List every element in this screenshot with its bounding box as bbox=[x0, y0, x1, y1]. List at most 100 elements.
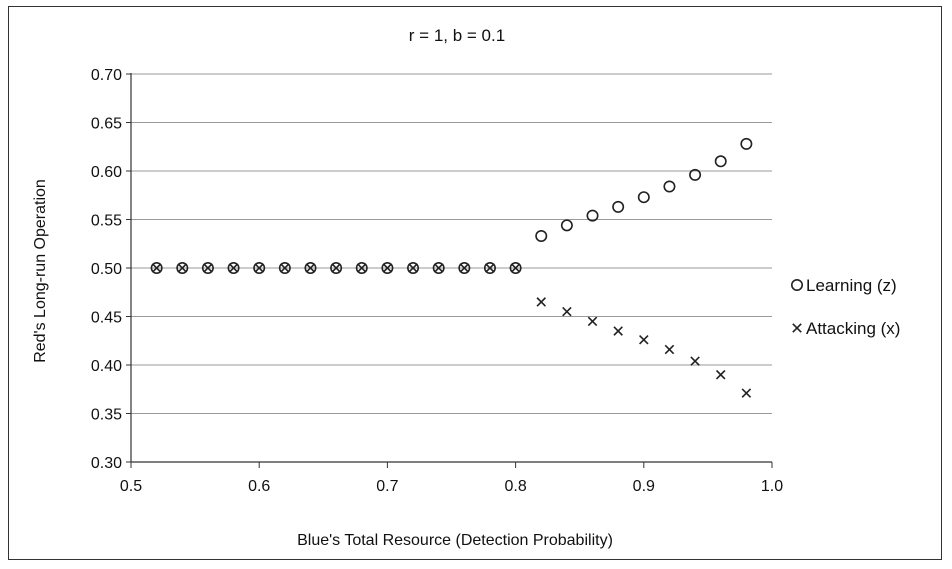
learning-point bbox=[483, 261, 496, 274]
x-tick-label: 0.9 bbox=[633, 478, 655, 495]
learning-point bbox=[458, 261, 471, 274]
x-axis-label: Blue's Total Resource (Detection Probabi… bbox=[297, 532, 613, 549]
learning-point bbox=[714, 155, 727, 168]
x-marker-stroke bbox=[151, 263, 162, 273]
learning-point bbox=[176, 261, 189, 274]
y-tick-labels: 0.30 0.35 0.40 0.45 0.50 0.55 0.60 0.65 0.70 bbox=[91, 67, 122, 472]
x-marker-stroke bbox=[690, 356, 700, 366]
x-marker-stroke bbox=[510, 263, 521, 273]
learning-point bbox=[278, 261, 291, 274]
x-marker-stroke bbox=[433, 263, 444, 273]
learning-point bbox=[150, 261, 163, 274]
x-marker-stroke bbox=[203, 263, 213, 273]
legend-label: Learning (z) bbox=[806, 276, 897, 295]
learning-point bbox=[535, 229, 548, 242]
legend-item: Attacking (x) bbox=[792, 319, 900, 338]
learning-point bbox=[355, 261, 368, 274]
gridlines bbox=[131, 73, 772, 414]
attacking-point bbox=[536, 297, 547, 307]
attacking-point bbox=[690, 356, 700, 366]
learning-point bbox=[740, 137, 753, 150]
learning-point bbox=[689, 168, 702, 181]
attacking-point bbox=[151, 263, 162, 273]
attacking-point bbox=[331, 263, 341, 273]
x-marker-stroke bbox=[382, 263, 393, 273]
learning-point bbox=[330, 261, 343, 274]
x-marker-stroke bbox=[639, 335, 649, 345]
x-marker-stroke bbox=[587, 316, 598, 327]
legend: Learning (z) Attacking (x) bbox=[790, 276, 900, 338]
x-marker-stroke bbox=[715, 369, 726, 380]
x-marker-stroke bbox=[562, 306, 572, 317]
x-marker-stroke bbox=[741, 388, 752, 398]
x-marker-stroke bbox=[485, 263, 495, 273]
attacking-point bbox=[485, 263, 495, 273]
attacking-point bbox=[408, 263, 418, 273]
x-marker-stroke bbox=[305, 263, 316, 273]
x-marker-stroke bbox=[536, 297, 547, 307]
x-tick-label: 0.5 bbox=[120, 478, 142, 495]
y-axis-label: Red's Long-run Operation bbox=[32, 179, 49, 363]
y-tick-label: 0.65 bbox=[91, 116, 122, 133]
x-marker-stroke bbox=[228, 263, 239, 273]
y-tick-label: 0.30 bbox=[91, 455, 122, 472]
attacking-point bbox=[177, 263, 188, 273]
chart-title: r = 1, b = 0.1 bbox=[409, 26, 505, 45]
y-tick-label: 0.70 bbox=[91, 67, 122, 84]
learning-point bbox=[509, 261, 522, 274]
learning-point bbox=[586, 209, 599, 222]
attacking-point bbox=[715, 369, 726, 380]
learning-point bbox=[612, 200, 625, 213]
learning-point bbox=[201, 261, 214, 274]
attacking-point bbox=[433, 263, 444, 273]
attacking-point bbox=[356, 263, 367, 273]
learning-point bbox=[407, 261, 420, 274]
learning-point bbox=[253, 261, 266, 274]
x-marker-stroke bbox=[177, 263, 188, 273]
x-marker-stroke bbox=[613, 326, 623, 336]
attacking-point bbox=[741, 388, 752, 398]
learning-point bbox=[663, 180, 676, 193]
attacking-point bbox=[587, 316, 598, 327]
attacking-point bbox=[664, 344, 675, 355]
legend-label: Attacking (x) bbox=[806, 319, 900, 338]
x-marker-stroke bbox=[280, 263, 290, 273]
attacking-point bbox=[228, 263, 239, 273]
learning-point bbox=[637, 191, 650, 204]
x-marker-stroke bbox=[792, 323, 802, 333]
attacking-point bbox=[382, 263, 393, 273]
x-marker-stroke bbox=[331, 263, 341, 273]
attacking-point bbox=[459, 263, 470, 273]
attacking-point bbox=[254, 263, 264, 273]
x-marker-stroke bbox=[254, 263, 264, 273]
learning-point bbox=[304, 261, 317, 274]
x-tick-label: 0.8 bbox=[504, 478, 526, 495]
x-tick-label: 0.6 bbox=[248, 478, 270, 495]
x-tick-labels: 0.5 0.6 0.7 0.8 0.9 1.0 bbox=[120, 478, 783, 495]
chart-frame bbox=[8, 6, 942, 560]
y-tick-label: 0.55 bbox=[91, 213, 122, 230]
learning-point bbox=[227, 261, 240, 274]
y-tick-label: 0.60 bbox=[91, 164, 122, 181]
y-tick-label: 0.50 bbox=[91, 261, 122, 278]
attacking-point bbox=[280, 263, 290, 273]
attacking-point bbox=[510, 263, 521, 273]
learning-point bbox=[432, 261, 445, 274]
legend-item: Learning (z) bbox=[790, 276, 897, 295]
attacking-point bbox=[613, 326, 623, 336]
learning-point bbox=[381, 261, 394, 274]
y-tick-label: 0.45 bbox=[91, 310, 122, 327]
legend-circle-marker bbox=[790, 278, 803, 291]
y-tick-label: 0.35 bbox=[91, 407, 122, 424]
x-marker-stroke bbox=[408, 263, 418, 273]
attacking-point bbox=[305, 263, 316, 273]
learning-point bbox=[560, 219, 573, 232]
attacking-point bbox=[562, 306, 572, 317]
attacking-point bbox=[203, 263, 213, 273]
legend-x-marker bbox=[792, 323, 802, 333]
data-points bbox=[150, 137, 753, 398]
x-tick-label: 0.7 bbox=[376, 478, 398, 495]
axes bbox=[126, 73, 773, 468]
y-tick-label: 0.40 bbox=[91, 358, 122, 375]
